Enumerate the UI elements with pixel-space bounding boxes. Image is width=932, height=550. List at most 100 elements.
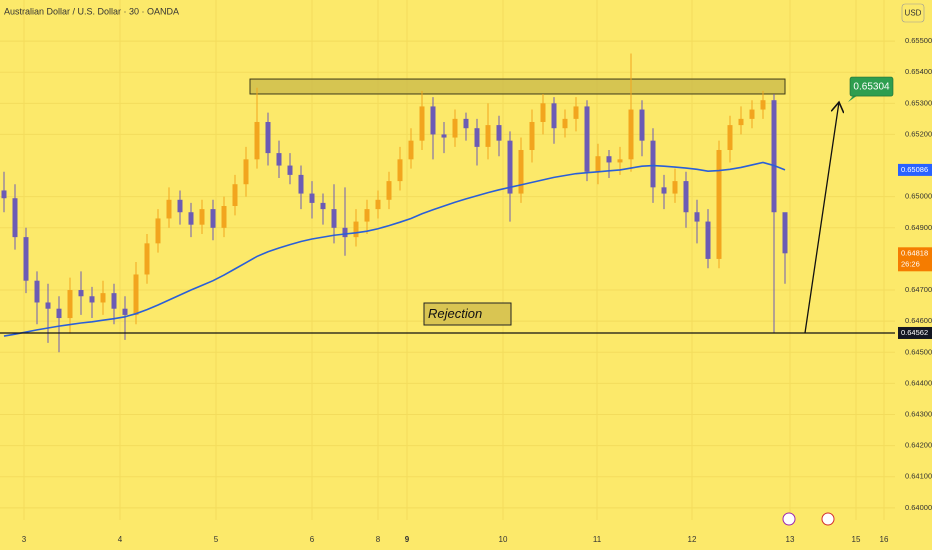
x-tick-label: 16 [880, 535, 889, 544]
candle-body [430, 106, 436, 135]
x-tick-label: 8 [376, 535, 381, 544]
candle-body [364, 209, 370, 222]
candle-body [144, 243, 150, 275]
y-tick-label: 0.64200 [905, 441, 932, 450]
candle-body [573, 106, 579, 119]
target-arrow [804, 102, 839, 334]
chart-title: Australian Dollar / U.S. Dollar · 30 · O… [4, 6, 179, 16]
candle-body [441, 134, 447, 138]
target-label: 0.65304 [853, 82, 890, 93]
candle-body [287, 165, 293, 175]
price-label-box [898, 326, 932, 339]
candle-body [650, 140, 656, 188]
y-tick-label: 0.64500 [905, 347, 932, 356]
candle-body [397, 159, 403, 182]
countdown: 26:26 [901, 259, 920, 268]
candle-body [408, 140, 414, 160]
candle-body [716, 149, 722, 259]
x-tick-label: 10 [499, 535, 508, 544]
price-label: 0.64818 [901, 248, 928, 257]
price-label-box [898, 163, 932, 176]
candle-body [100, 293, 106, 303]
candle-body [34, 280, 40, 303]
event-icon[interactable] [782, 512, 796, 526]
candle-body [166, 199, 172, 219]
candle-body [661, 187, 667, 194]
candle-body [595, 156, 601, 172]
y-tick-label: 0.65500 [905, 36, 932, 45]
candle-body [353, 221, 359, 238]
x-tick-label: 15 [852, 535, 861, 544]
annotation-box [423, 302, 512, 326]
y-tick-label: 0.64900 [905, 223, 932, 232]
y-tick-label: 0.64100 [905, 472, 932, 481]
y-tick-label: 0.64700 [905, 285, 932, 294]
candle-body [309, 193, 315, 203]
y-tick-label: 0.65200 [905, 129, 932, 138]
candle-body [23, 237, 29, 281]
candle-body [540, 103, 546, 122]
candle-body [232, 184, 238, 207]
y-tick-label: 0.64400 [905, 378, 932, 387]
candle-body [485, 125, 491, 147]
candle-body [672, 181, 678, 194]
candle-body [210, 209, 216, 228]
candle-body [188, 212, 194, 225]
candle-body [122, 308, 128, 315]
candle-body [1, 190, 7, 199]
candle-body [584, 106, 590, 172]
candle-body [386, 181, 392, 200]
candle-body [243, 159, 249, 185]
candle-body [463, 118, 469, 129]
x-tick-label: 13 [786, 535, 795, 544]
candle-body [221, 206, 227, 228]
candle-body [474, 128, 480, 147]
candle-body [694, 212, 700, 222]
candle-body [298, 174, 304, 194]
candle-body [606, 156, 612, 163]
candle-body [78, 290, 84, 297]
x-tick-label: 6 [310, 535, 315, 544]
candle-body [276, 153, 282, 166]
candle-body [507, 140, 513, 194]
candle-body [419, 106, 425, 141]
x-tick-label: 11 [593, 535, 602, 544]
y-tick-label: 0.65400 [905, 67, 932, 76]
candle-body [683, 181, 689, 213]
event-icon[interactable] [821, 512, 835, 526]
x-tick-label: 3 [22, 535, 27, 544]
candle-body [518, 149, 524, 194]
candle-body [111, 293, 117, 309]
candle-body [89, 296, 95, 303]
candle-body [617, 159, 623, 163]
y-tick-label: 0.65000 [905, 192, 932, 201]
candle-body [496, 125, 502, 141]
y-tick-label: 0.65300 [905, 98, 932, 107]
x-tick-label: 4 [118, 535, 123, 544]
y-tick-label: 0.64600 [905, 316, 932, 325]
candle-body [265, 121, 271, 154]
x-tick-label: 5 [214, 535, 219, 544]
candle-body [452, 118, 458, 138]
candle-body [782, 212, 788, 254]
annotation-text: Rejection [428, 306, 482, 321]
price-label-box [898, 247, 932, 272]
candle-body [760, 100, 766, 110]
currency[interactable]: USD [905, 9, 922, 18]
moving-average [3, 161, 786, 337]
candle-body [12, 198, 18, 238]
resistance-zone [249, 78, 786, 95]
y-tick-label: 0.64300 [905, 409, 932, 418]
candle-body [529, 121, 535, 150]
candle-body [45, 302, 51, 309]
candle-body [771, 100, 777, 213]
currency-box[interactable] [901, 3, 925, 23]
candle-body [749, 109, 755, 119]
y-tick-label: 0.64000 [905, 503, 932, 512]
price-label: 0.64562 [901, 328, 928, 337]
candle-body [639, 109, 645, 141]
candle-body [551, 103, 557, 129]
candle-body [320, 202, 326, 210]
candle-body [738, 118, 744, 126]
